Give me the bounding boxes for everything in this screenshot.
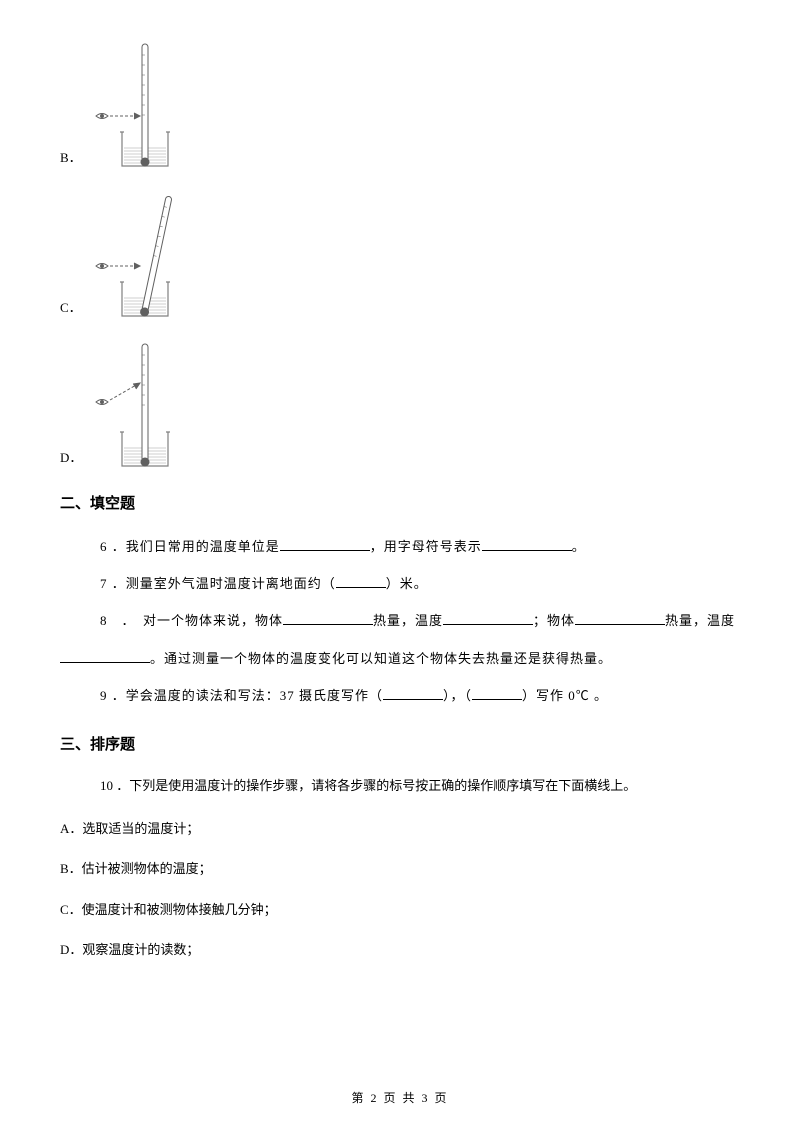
option-d-row: D． [60, 340, 740, 470]
question-8-line2: 。通过测量一个物体的温度变化可以知道这个物体失去热量还是获得热量。 [60, 643, 740, 674]
q8-blank1[interactable] [283, 611, 373, 625]
q9-blank2[interactable] [472, 686, 522, 700]
section-2-heading: 二、填空题 [60, 492, 740, 513]
q9-mid: ），（ [443, 688, 472, 703]
q6-blank2[interactable] [482, 537, 572, 551]
question-10: 10 ．下列是使用温度计的操作步骤，请将各步骤的标号按正确的操作顺序填写在下面横… [100, 772, 740, 801]
q8-mid1: 热量，温度 [373, 613, 443, 628]
q8-prefix: 8 ． 对一个物体来说，物体 [100, 613, 283, 628]
q6-mid: ，用字母符号表示 [370, 539, 482, 554]
option-c-row: C． [60, 190, 740, 320]
q8-mid2: ；物体 [533, 613, 575, 628]
q8-mid3: 热量，温度 [665, 613, 735, 628]
diagram-c [90, 190, 190, 320]
step-b: B．估计被测物体的温度； [60, 855, 740, 884]
option-b-row: B． [60, 40, 740, 170]
q8-line2: 。通过测量一个物体的温度变化可以知道这个物体失去热量还是获得热量。 [150, 651, 612, 666]
section-3-heading: 三、排序题 [60, 733, 740, 754]
question-6: 6 ．我们日常用的温度单位是 ，用字母符号表示 。 [100, 531, 740, 562]
page-footer: 第 2 页 共 3 页 [0, 1089, 800, 1106]
option-b-label: B． [60, 147, 82, 170]
q7-blank[interactable] [336, 574, 386, 588]
question-8: 8 ． 对一个物体来说，物体 热量，温度 ；物体 热量，温度 [100, 605, 740, 636]
step-d: D．观察温度计的读数； [60, 936, 740, 965]
step-a: A．选取适当的温度计； [60, 815, 740, 844]
q9-prefix: 9 ．学会温度的读法和写法：37 摄氏度写作（ [100, 688, 383, 703]
q6-prefix: 6 ．我们日常用的温度单位是 [100, 539, 280, 554]
option-c-label: C． [60, 297, 82, 320]
q6-suffix: 。 [572, 539, 586, 554]
diagram-d [90, 340, 190, 470]
question-7: 7 ．测量室外气温时温度计离地面约（ ）米。 [100, 568, 740, 599]
q8-blank4[interactable] [60, 649, 150, 663]
thermometer-diagram-c [90, 190, 190, 320]
diagram-b [90, 40, 190, 170]
thermometer-diagram-d [90, 340, 190, 470]
question-9: 9 ．学会温度的读法和写法：37 摄氏度写作（ ），（ ）写作 0℃ 。 [100, 680, 740, 711]
q6-blank1[interactable] [280, 537, 370, 551]
q7-prefix: 7 ．测量室外气温时温度计离地面约（ [100, 576, 336, 591]
option-d-label: D． [60, 447, 82, 470]
q8-blank2[interactable] [443, 611, 533, 625]
q7-suffix: ）米。 [386, 576, 428, 591]
q8-blank3[interactable] [575, 611, 665, 625]
q9-suffix: ）写作 0℃ 。 [522, 688, 608, 703]
step-c: C．使温度计和被测物体接触几分钟； [60, 896, 740, 925]
thermometer-diagram-b [90, 40, 190, 170]
q9-blank1[interactable] [383, 686, 443, 700]
